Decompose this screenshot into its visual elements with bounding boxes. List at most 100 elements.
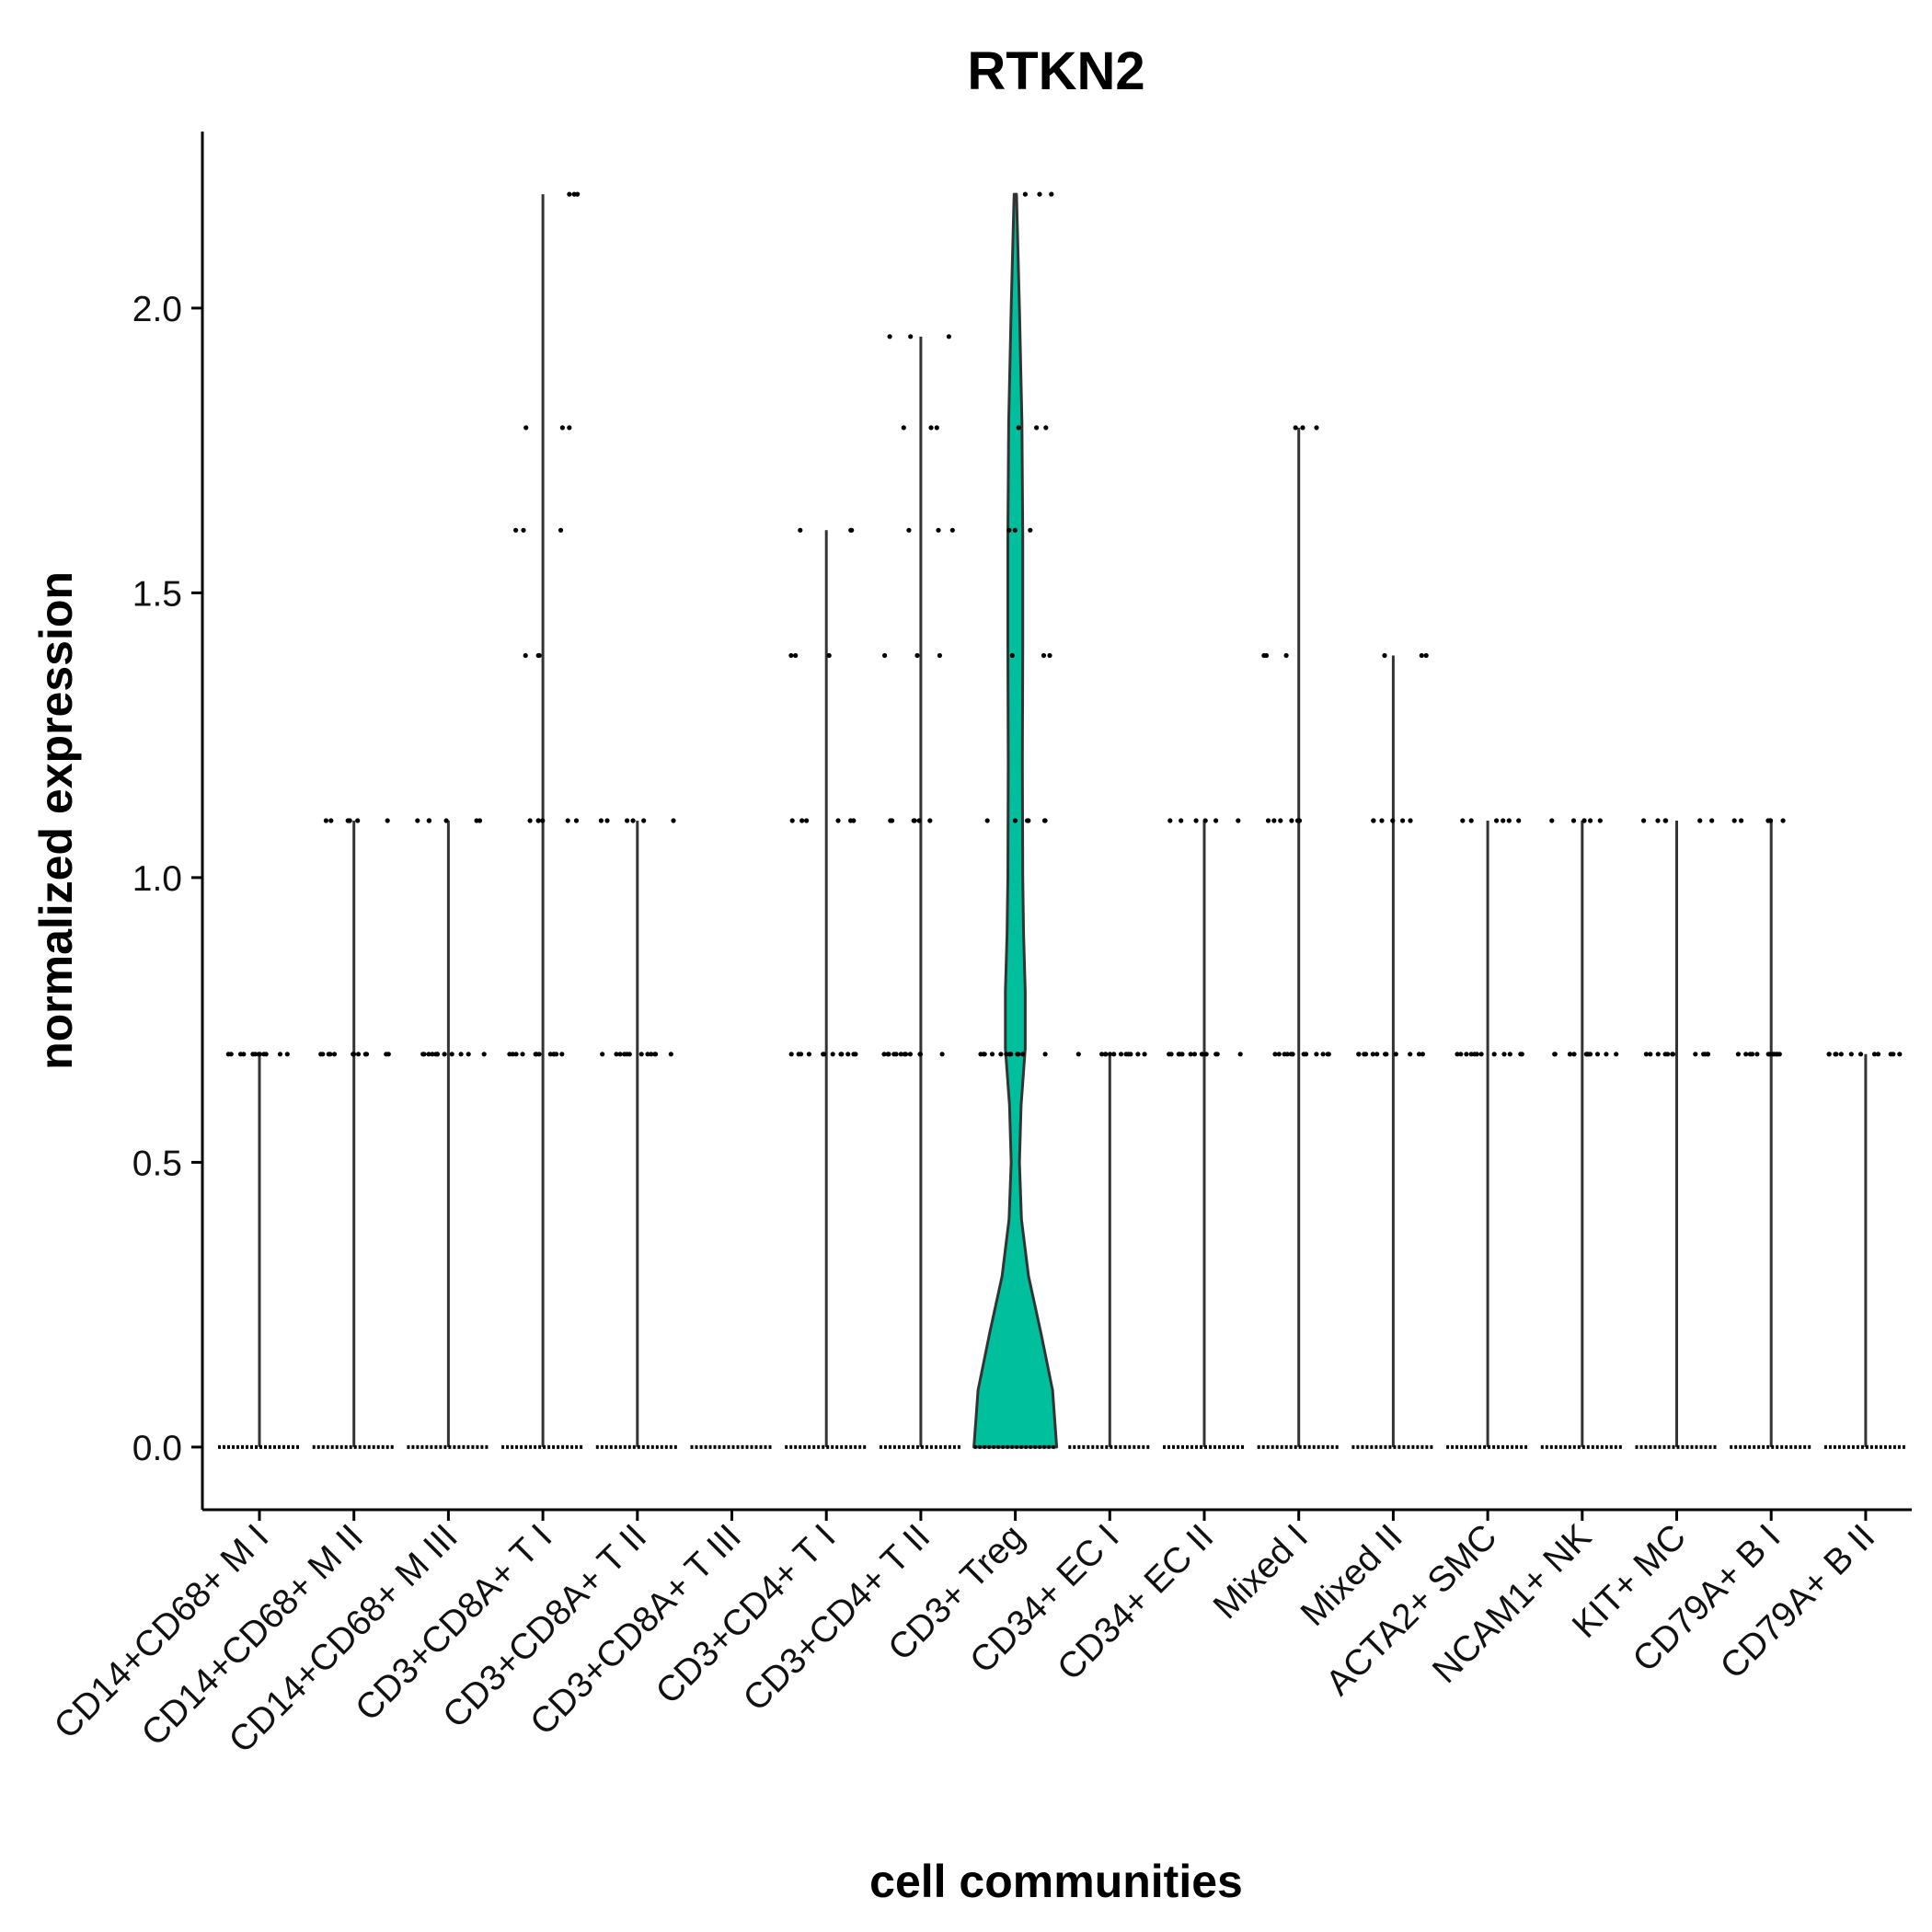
data-point xyxy=(481,1052,487,1057)
data-point xyxy=(1693,1052,1698,1057)
data-point xyxy=(906,527,912,533)
data-point xyxy=(1594,1052,1601,1057)
data-point xyxy=(617,1052,623,1057)
data-point xyxy=(937,652,942,659)
violin-group xyxy=(1068,1052,1152,1449)
data-point xyxy=(1006,527,1012,533)
data-point xyxy=(1135,1052,1141,1057)
data-point xyxy=(1400,818,1406,823)
data-point xyxy=(1735,1052,1741,1057)
violin-group xyxy=(1730,818,1813,1449)
data-point xyxy=(984,818,990,823)
data-point xyxy=(614,1052,619,1057)
data-point xyxy=(1754,1052,1760,1057)
data-point xyxy=(559,425,566,431)
data-point xyxy=(466,1052,471,1057)
data-point xyxy=(1314,425,1319,431)
data-point xyxy=(1743,1052,1749,1057)
data-point xyxy=(939,1052,945,1057)
data-point xyxy=(1468,1052,1474,1057)
data-point xyxy=(1276,1052,1282,1057)
data-point xyxy=(822,1052,827,1057)
data-point xyxy=(1379,818,1385,823)
data-point xyxy=(345,818,351,823)
violin-group xyxy=(1540,818,1624,1449)
data-point xyxy=(1848,1052,1854,1057)
data-point xyxy=(898,1052,903,1057)
data-point xyxy=(1641,818,1647,823)
x-axis-title: cell communities xyxy=(869,1856,1243,1907)
data-point xyxy=(1128,1052,1133,1057)
data-point xyxy=(1188,1052,1193,1057)
data-point xyxy=(1320,1052,1326,1057)
violin-group xyxy=(1257,425,1340,1449)
data-point xyxy=(838,1052,844,1057)
data-point xyxy=(1047,652,1052,659)
data-point xyxy=(1552,1052,1558,1057)
data-point xyxy=(1423,652,1429,659)
data-point xyxy=(907,1052,914,1057)
data-point xyxy=(426,818,431,823)
data-point xyxy=(1075,1052,1081,1057)
data-point xyxy=(1296,818,1303,823)
data-point xyxy=(1123,1052,1129,1057)
data-point xyxy=(625,818,630,823)
data-point xyxy=(551,1052,557,1057)
data-point xyxy=(1314,1052,1319,1057)
violin-group xyxy=(879,334,962,1449)
data-point xyxy=(649,1052,654,1057)
data-point xyxy=(328,818,334,823)
data-point xyxy=(1283,652,1289,659)
data-point xyxy=(1519,1052,1524,1057)
data-point xyxy=(1775,1052,1780,1057)
data-point xyxy=(1494,818,1500,823)
data-point xyxy=(1193,818,1199,823)
data-point xyxy=(1408,818,1413,823)
data-point xyxy=(534,1052,539,1057)
data-point xyxy=(1111,1052,1117,1057)
data-point xyxy=(978,1052,983,1057)
data-point xyxy=(1363,1052,1369,1057)
data-point xyxy=(893,1052,899,1057)
data-point xyxy=(912,818,917,823)
data-point xyxy=(284,1052,290,1057)
data-point xyxy=(565,818,570,823)
data-point xyxy=(434,1052,440,1057)
data-point xyxy=(1780,818,1786,823)
data-point xyxy=(535,652,541,659)
data-point xyxy=(1420,1052,1425,1057)
data-point xyxy=(630,818,636,823)
data-point xyxy=(668,1052,673,1057)
data-point xyxy=(1765,818,1771,823)
data-point xyxy=(1049,191,1054,197)
data-point xyxy=(1043,425,1049,431)
data-point xyxy=(331,1052,338,1057)
data-point xyxy=(1037,191,1042,197)
data-point xyxy=(1214,1052,1220,1057)
data-point xyxy=(946,334,951,339)
data-point xyxy=(1356,1052,1362,1057)
data-point xyxy=(225,1052,231,1057)
data-point xyxy=(318,1052,324,1057)
data-point xyxy=(804,818,810,823)
violin-group xyxy=(407,818,490,1449)
data-point xyxy=(385,1052,391,1057)
data-point xyxy=(1271,818,1277,823)
data-point xyxy=(830,1052,835,1057)
data-point xyxy=(1614,1052,1619,1057)
data-point xyxy=(1871,1052,1878,1057)
data-point xyxy=(598,818,604,823)
data-point xyxy=(1648,1052,1653,1057)
data-point xyxy=(1042,818,1048,823)
data-point xyxy=(1581,818,1587,823)
data-point xyxy=(1584,1052,1590,1057)
violin-group xyxy=(1446,818,1530,1449)
data-point xyxy=(890,818,895,823)
data-point xyxy=(1747,1052,1753,1057)
data-point xyxy=(1571,1052,1577,1057)
data-point xyxy=(1293,425,1298,431)
data-point xyxy=(1167,818,1173,823)
violin-group xyxy=(785,527,868,1449)
data-point xyxy=(1191,1052,1198,1057)
data-point xyxy=(1390,818,1396,823)
